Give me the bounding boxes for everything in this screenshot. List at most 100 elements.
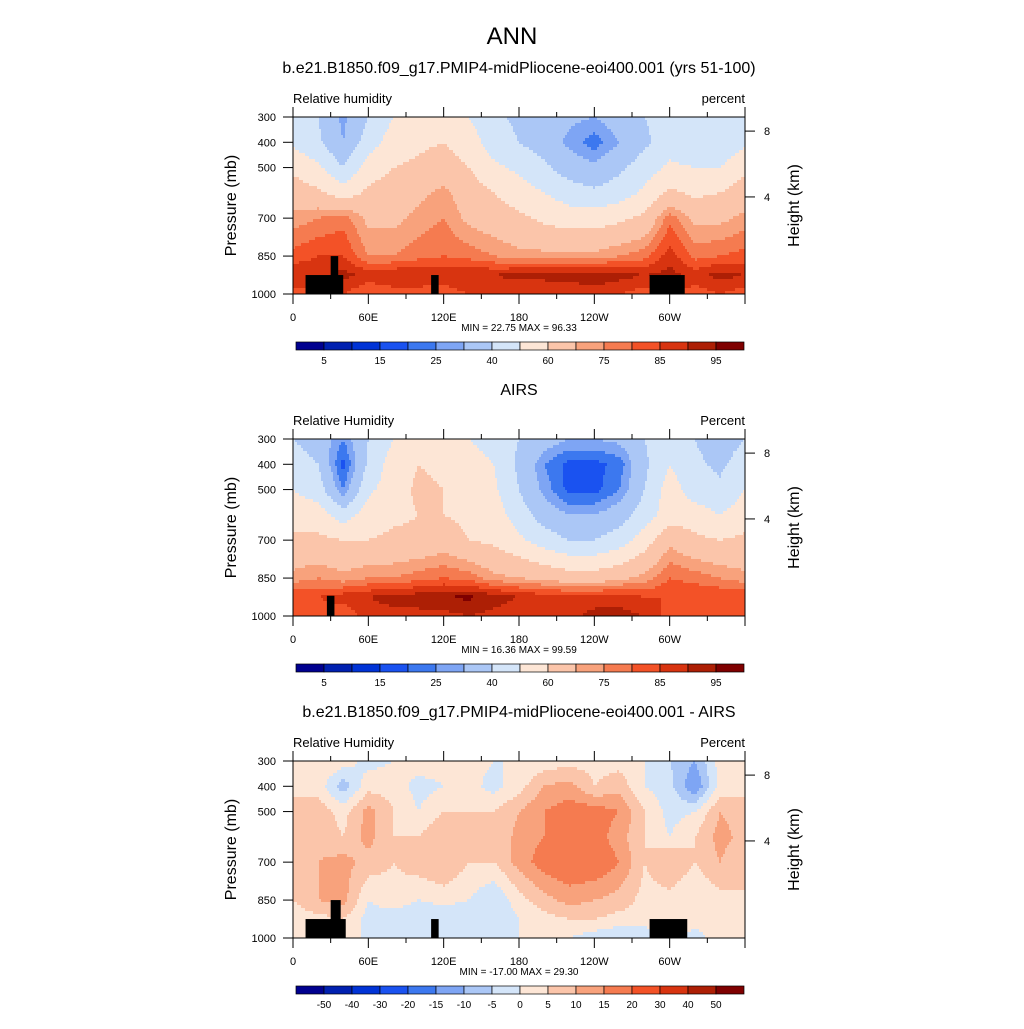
contour-cell	[293, 770, 338, 774]
contour-cell	[293, 499, 314, 503]
contour-cell	[721, 857, 746, 861]
contour-cell	[623, 607, 662, 611]
x-tick-label: 0	[290, 956, 296, 968]
contour-cell	[497, 478, 518, 482]
contour-cell	[393, 812, 442, 816]
contour-cell	[441, 186, 446, 190]
contour-cell	[483, 577, 526, 581]
contour-cell	[503, 580, 560, 584]
contour-cell	[709, 809, 746, 813]
y-tick-label: 850	[258, 251, 276, 263]
colorbar-label: 15	[374, 678, 386, 689]
contour-cell	[515, 911, 548, 915]
contour-cell	[563, 800, 576, 804]
contour-cell	[417, 258, 472, 262]
contour-cell	[545, 833, 608, 837]
contour-cell	[681, 240, 694, 244]
contour-cell	[481, 138, 518, 142]
contour-cell	[347, 448, 354, 452]
contour-cell	[293, 520, 340, 524]
colorbar-box	[631, 985, 661, 995]
contour-cell	[293, 887, 320, 891]
contour-cell	[539, 487, 552, 491]
contour-cell	[463, 613, 476, 617]
contour-cell	[537, 219, 626, 223]
contour-cell	[541, 839, 610, 843]
contour-cell	[563, 466, 606, 470]
contour-cell	[713, 562, 746, 566]
contour-cell	[603, 481, 622, 485]
contour-cell	[309, 156, 336, 160]
contour-cell	[567, 460, 600, 464]
colorbar-label: -30	[373, 1000, 388, 1011]
contour-cell	[671, 761, 694, 765]
contour-cell	[521, 791, 540, 795]
colorbar-box	[547, 985, 577, 995]
colorbar-label: 5	[321, 678, 327, 689]
contour-cell	[411, 791, 434, 795]
contour-cell	[391, 261, 496, 265]
colorbar-box	[295, 985, 325, 995]
contour-cell	[687, 800, 698, 804]
colorbar-box	[519, 985, 549, 995]
contour-cell	[353, 499, 368, 503]
contour-cell	[363, 216, 408, 220]
contour-cell	[661, 607, 746, 611]
contour-cell	[349, 156, 368, 160]
contour-cell	[623, 562, 658, 566]
contour-cell	[675, 231, 688, 235]
contour-cell	[705, 818, 720, 822]
contour-cell	[397, 252, 490, 256]
colorbar-box	[659, 341, 689, 351]
contour-cell	[569, 129, 612, 133]
contour-cell	[667, 827, 674, 831]
contour-cell	[545, 809, 618, 813]
contour-cell	[427, 472, 496, 476]
contour-cell	[605, 469, 624, 473]
contour-cell	[347, 893, 360, 897]
contour-cell	[401, 222, 438, 226]
contour-cell	[541, 869, 612, 873]
contour-cell	[721, 222, 746, 226]
contour-cell	[567, 917, 598, 921]
contour-cell	[517, 478, 538, 482]
contour-cell	[701, 451, 734, 455]
contour-cell	[351, 481, 362, 485]
contour-cell	[673, 779, 686, 783]
contour-cell	[717, 785, 746, 789]
y-right-tick-label: 4	[764, 192, 770, 204]
contour-cell	[645, 836, 696, 840]
contour-cell	[663, 484, 682, 488]
contour-cell	[363, 797, 386, 801]
contour-cell	[555, 198, 626, 202]
contour-cell	[293, 252, 356, 256]
contour-cell	[331, 469, 338, 473]
contour-cell	[535, 469, 548, 473]
contour-cell	[595, 538, 634, 542]
contour-cell	[519, 812, 546, 816]
contour-cell	[293, 914, 328, 918]
contour-cell	[707, 773, 718, 777]
contour-cell	[323, 141, 360, 145]
contour-cell	[361, 827, 376, 831]
contour-cell	[723, 854, 746, 858]
contour-cell	[463, 869, 502, 873]
contour-cell	[645, 773, 674, 777]
contour-cell	[649, 231, 658, 235]
contour-cell	[411, 902, 434, 906]
contour-cell	[649, 126, 746, 130]
contour-cell	[603, 589, 746, 593]
contour-cell	[475, 613, 584, 617]
contour-cell	[645, 830, 668, 834]
contour-cell	[705, 761, 716, 765]
contour-cell	[319, 502, 338, 506]
contour-cell	[557, 767, 578, 771]
contour-cell	[383, 135, 480, 139]
contour-cell	[513, 598, 662, 602]
contour-cell	[367, 252, 398, 256]
contour-cell	[385, 764, 492, 768]
contour-cell	[315, 159, 338, 163]
contour-cell	[293, 493, 300, 497]
contour-cell	[725, 291, 746, 295]
contour-cell	[417, 237, 460, 241]
